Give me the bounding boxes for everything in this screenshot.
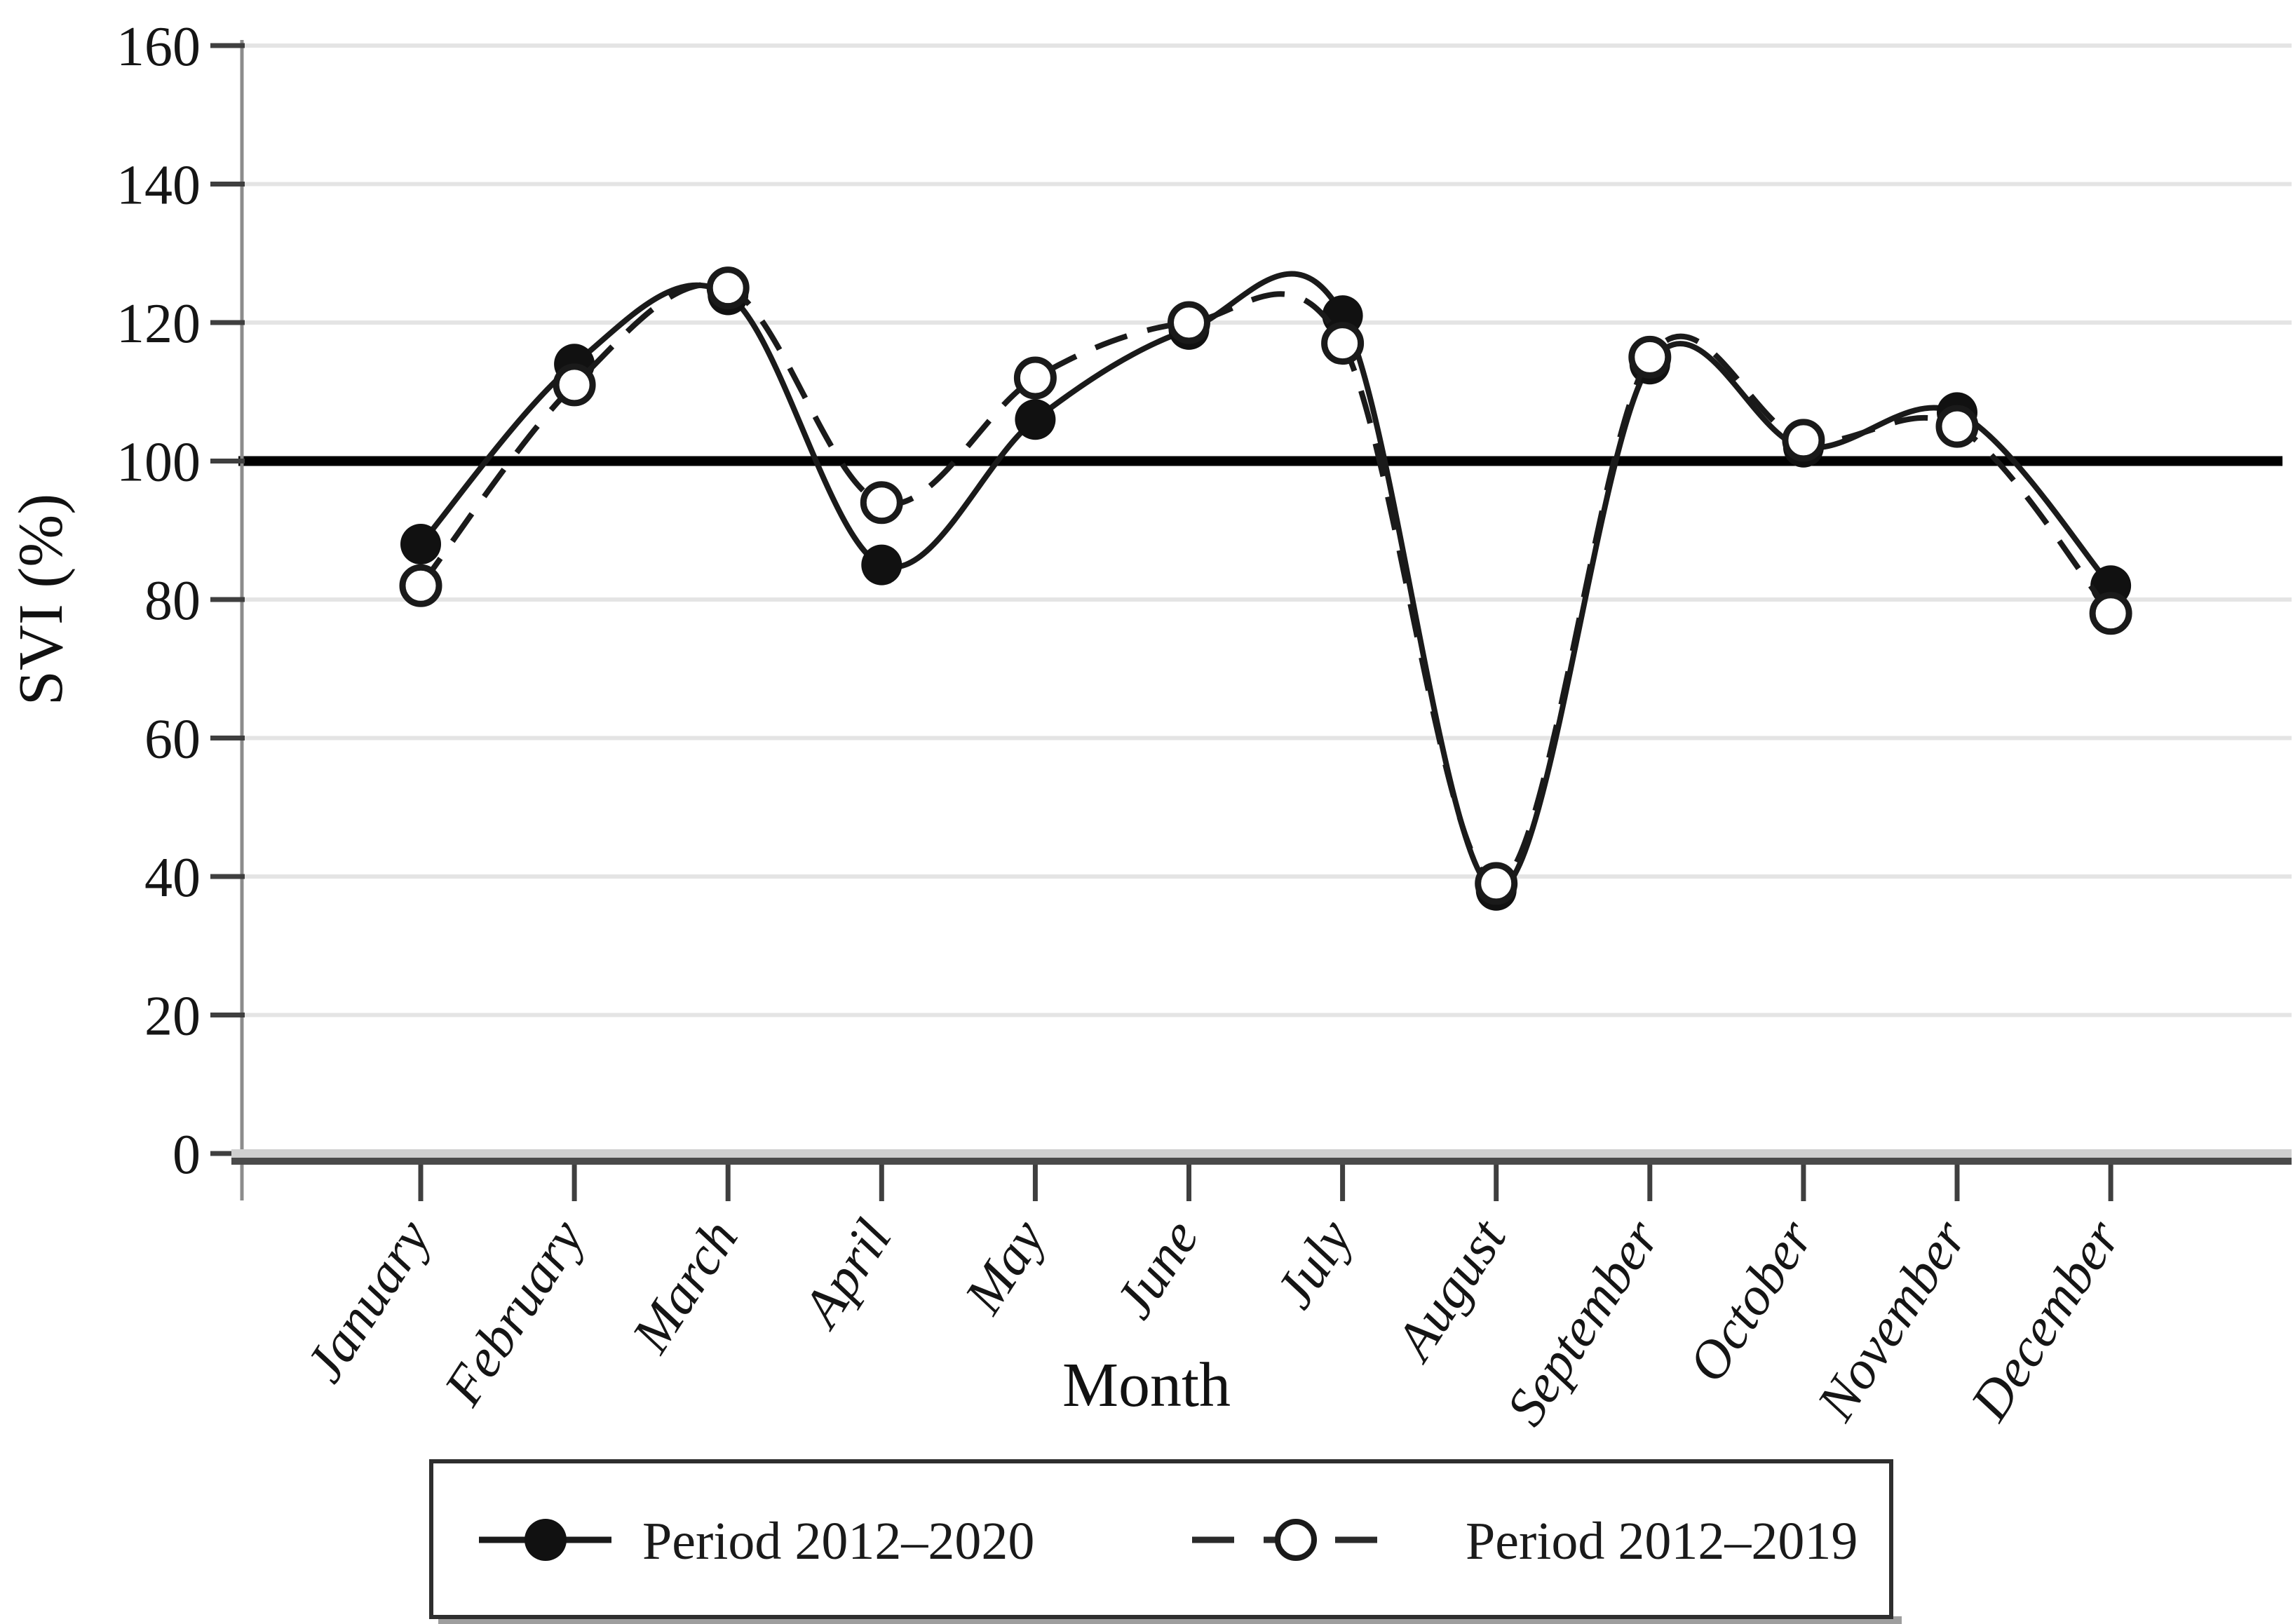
y-tick-label: 120: [116, 293, 201, 355]
month-label: January: [293, 1209, 442, 1393]
data-point-2012-2019: [553, 363, 596, 407]
month-label: June: [1103, 1209, 1210, 1329]
y-tick-label: 160: [116, 16, 201, 78]
data-point-2012-2020: [400, 524, 441, 564]
open-circle-marker-icon: [1275, 1519, 1317, 1561]
data-point-2012-2019: [2089, 592, 2132, 635]
y-tick-label: 100: [116, 432, 201, 494]
legend-label-2012-2019: Period 2012–2019: [1466, 1512, 1858, 1571]
y-tick-label: 20: [144, 986, 201, 1048]
month-label: October: [1676, 1208, 1825, 1392]
month-label: February: [431, 1209, 595, 1416]
data-point-2012-2020: [1015, 399, 1056, 440]
month-label: July: [1263, 1209, 1364, 1319]
data-point-2012-2019: [860, 481, 903, 525]
line-2012-2020: [418, 271, 2113, 893]
month-label: August: [1381, 1207, 1518, 1372]
data-point-2012-2019: [1628, 335, 1672, 379]
series-period-2012-2020: [400, 271, 2132, 911]
legend-item-period-2012-2020: Period 2012–2020: [479, 1512, 1034, 1571]
month-label: September: [1494, 1208, 1672, 1435]
gridlines: [242, 43, 2292, 1017]
y-tick-label: 140: [116, 155, 201, 217]
x-axis-title: Month: [1062, 1351, 1231, 1420]
y-tick-label: 0: [173, 1124, 201, 1186]
month-label: May: [952, 1209, 1057, 1325]
data-point-2012-2019: [399, 564, 442, 607]
legend-label-2012-2020: Period 2012–2020: [642, 1512, 1034, 1571]
data-point-2012-2019: [1013, 356, 1057, 400]
series-period-2012-2019: [399, 266, 2132, 905]
y-axis: 0 20 40 60 80 100 120 140 160: [116, 16, 245, 1200]
data-point-2012-2019: [1321, 322, 1365, 365]
y-tick-label: 60: [144, 709, 201, 771]
data-point-2012-2019: [706, 266, 750, 310]
y-axis-ticks: [210, 43, 245, 1156]
line-2012-2019: [418, 281, 2113, 886]
x-axis-ticks: [418, 1165, 2113, 1201]
month-label: March: [619, 1209, 749, 1363]
month-label: December: [1958, 1208, 2132, 1431]
legend: Period 2012–2020 Period 2012–2019: [429, 1459, 1902, 1624]
data-point-2012-2019: [1782, 419, 1825, 462]
data-point-2012-2020: [861, 544, 902, 586]
data-point-2012-2019: [1475, 862, 1518, 905]
legend-item-period-2012-2019: Period 2012–2019: [1192, 1512, 1858, 1571]
y-tick-label: 80: [144, 570, 201, 632]
month-label: April: [789, 1209, 903, 1339]
data-point-2012-2019: [1168, 301, 1210, 344]
month-label: November: [1804, 1208, 1978, 1431]
filled-circle-marker-icon: [525, 1519, 567, 1561]
y-tick-label: 40: [144, 847, 201, 909]
legend-box: [429, 1459, 1893, 1619]
y-axis-tick-labels: 0 20 40 60 80 100 120 140 160: [116, 16, 201, 1186]
data-point-2012-2019: [1935, 405, 1979, 448]
y-axis-title: SVI (%): [6, 494, 76, 705]
